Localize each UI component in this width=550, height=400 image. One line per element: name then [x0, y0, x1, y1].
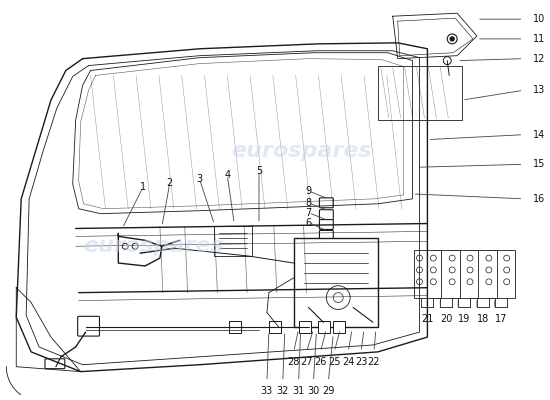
FancyBboxPatch shape [294, 238, 378, 327]
FancyBboxPatch shape [214, 226, 252, 256]
Text: 14: 14 [534, 130, 546, 140]
Text: 11: 11 [534, 34, 546, 44]
FancyBboxPatch shape [318, 321, 331, 333]
FancyBboxPatch shape [269, 321, 281, 333]
FancyBboxPatch shape [320, 220, 333, 230]
Text: 19: 19 [458, 314, 470, 324]
Text: 24: 24 [342, 357, 354, 367]
Text: 25: 25 [328, 357, 340, 367]
Text: 22: 22 [367, 357, 380, 367]
Text: eurospares: eurospares [230, 142, 371, 162]
Text: 28: 28 [288, 357, 300, 367]
Text: 10: 10 [534, 14, 546, 24]
Text: 2: 2 [167, 178, 173, 188]
Text: 18: 18 [477, 314, 489, 324]
Text: 21: 21 [421, 314, 433, 324]
Text: 3: 3 [196, 174, 202, 184]
Text: 6: 6 [305, 218, 312, 228]
Text: 33: 33 [261, 386, 273, 396]
FancyBboxPatch shape [333, 321, 345, 333]
FancyBboxPatch shape [299, 321, 311, 333]
Text: 12: 12 [534, 54, 546, 64]
Text: 26: 26 [314, 357, 327, 367]
Text: 9: 9 [305, 186, 312, 196]
FancyBboxPatch shape [469, 250, 497, 298]
FancyBboxPatch shape [320, 210, 333, 220]
Text: 8: 8 [305, 198, 312, 208]
Text: 13: 13 [534, 85, 546, 95]
FancyBboxPatch shape [378, 66, 462, 120]
FancyBboxPatch shape [320, 230, 333, 240]
FancyBboxPatch shape [45, 359, 65, 369]
Text: 17: 17 [494, 314, 507, 324]
Text: 30: 30 [307, 386, 320, 396]
FancyBboxPatch shape [432, 250, 460, 298]
Text: eurospares: eurospares [84, 236, 224, 256]
Text: 7: 7 [305, 208, 312, 218]
FancyBboxPatch shape [450, 250, 478, 298]
Text: 23: 23 [355, 357, 367, 367]
Text: 29: 29 [322, 386, 334, 396]
Text: 27: 27 [300, 357, 313, 367]
Text: 5: 5 [256, 166, 262, 176]
Text: 31: 31 [293, 386, 305, 396]
Text: 15: 15 [534, 159, 546, 169]
FancyBboxPatch shape [229, 321, 241, 333]
FancyBboxPatch shape [414, 250, 441, 298]
Text: 16: 16 [534, 194, 546, 204]
FancyBboxPatch shape [487, 250, 515, 298]
FancyBboxPatch shape [78, 316, 100, 336]
FancyBboxPatch shape [320, 198, 333, 208]
Text: 32: 32 [277, 386, 289, 396]
Circle shape [450, 37, 454, 41]
Text: 4: 4 [224, 170, 230, 180]
Text: 1: 1 [140, 182, 146, 192]
Text: 20: 20 [440, 314, 453, 324]
